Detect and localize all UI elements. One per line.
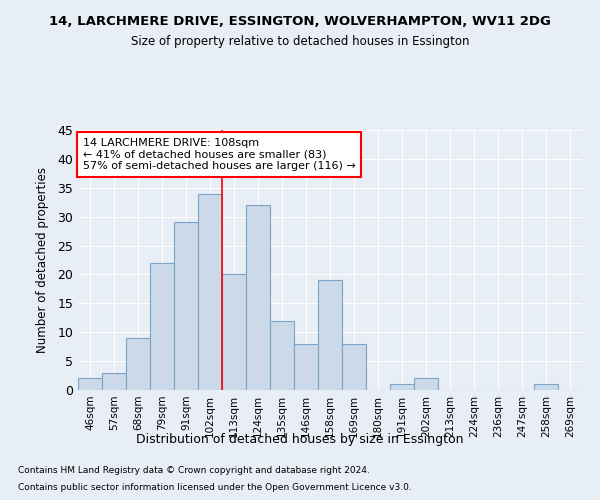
Bar: [414, 378, 438, 390]
Text: Distribution of detached houses by size in Essington: Distribution of detached houses by size …: [136, 432, 464, 446]
Bar: [174, 222, 198, 390]
Bar: [270, 320, 294, 390]
Y-axis label: Number of detached properties: Number of detached properties: [36, 167, 49, 353]
Text: Contains HM Land Registry data © Crown copyright and database right 2024.: Contains HM Land Registry data © Crown c…: [18, 466, 370, 475]
Bar: [102, 372, 126, 390]
Bar: [222, 274, 246, 390]
Text: Contains public sector information licensed under the Open Government Licence v3: Contains public sector information licen…: [18, 484, 412, 492]
Text: Size of property relative to detached houses in Essington: Size of property relative to detached ho…: [131, 35, 469, 48]
Bar: [150, 263, 174, 390]
Bar: [294, 344, 318, 390]
Bar: [78, 378, 102, 390]
Bar: [342, 344, 366, 390]
Bar: [126, 338, 150, 390]
Bar: [318, 280, 342, 390]
Bar: [534, 384, 558, 390]
Bar: [390, 384, 414, 390]
Bar: [246, 205, 270, 390]
Text: 14 LARCHMERE DRIVE: 108sqm
← 41% of detached houses are smaller (83)
57% of semi: 14 LARCHMERE DRIVE: 108sqm ← 41% of deta…: [83, 138, 356, 171]
Bar: [198, 194, 222, 390]
Text: 14, LARCHMERE DRIVE, ESSINGTON, WOLVERHAMPTON, WV11 2DG: 14, LARCHMERE DRIVE, ESSINGTON, WOLVERHA…: [49, 15, 551, 28]
